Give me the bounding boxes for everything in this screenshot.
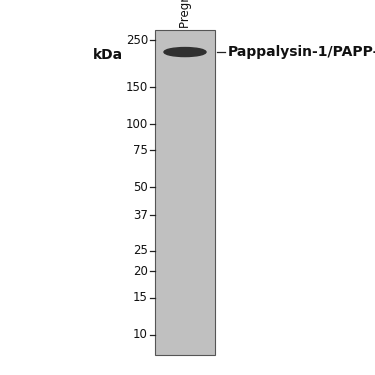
Text: kDa: kDa	[93, 48, 123, 62]
Text: 25: 25	[133, 244, 148, 257]
Text: Pappalysin-1/PAPP-A: Pappalysin-1/PAPP-A	[228, 45, 375, 59]
Text: 150: 150	[126, 81, 148, 93]
Text: 20: 20	[133, 265, 148, 278]
Ellipse shape	[164, 48, 206, 57]
Text: 10: 10	[133, 328, 148, 341]
Text: Pregnant Sera: Pregnant Sera	[178, 0, 192, 28]
Text: 15: 15	[133, 291, 148, 304]
Text: 37: 37	[133, 209, 148, 222]
Bar	[155, 30, 215, 355]
Text: 100: 100	[126, 118, 148, 130]
Text: 75: 75	[133, 144, 148, 157]
Text: 50: 50	[133, 181, 148, 194]
Text: 250: 250	[126, 34, 148, 47]
